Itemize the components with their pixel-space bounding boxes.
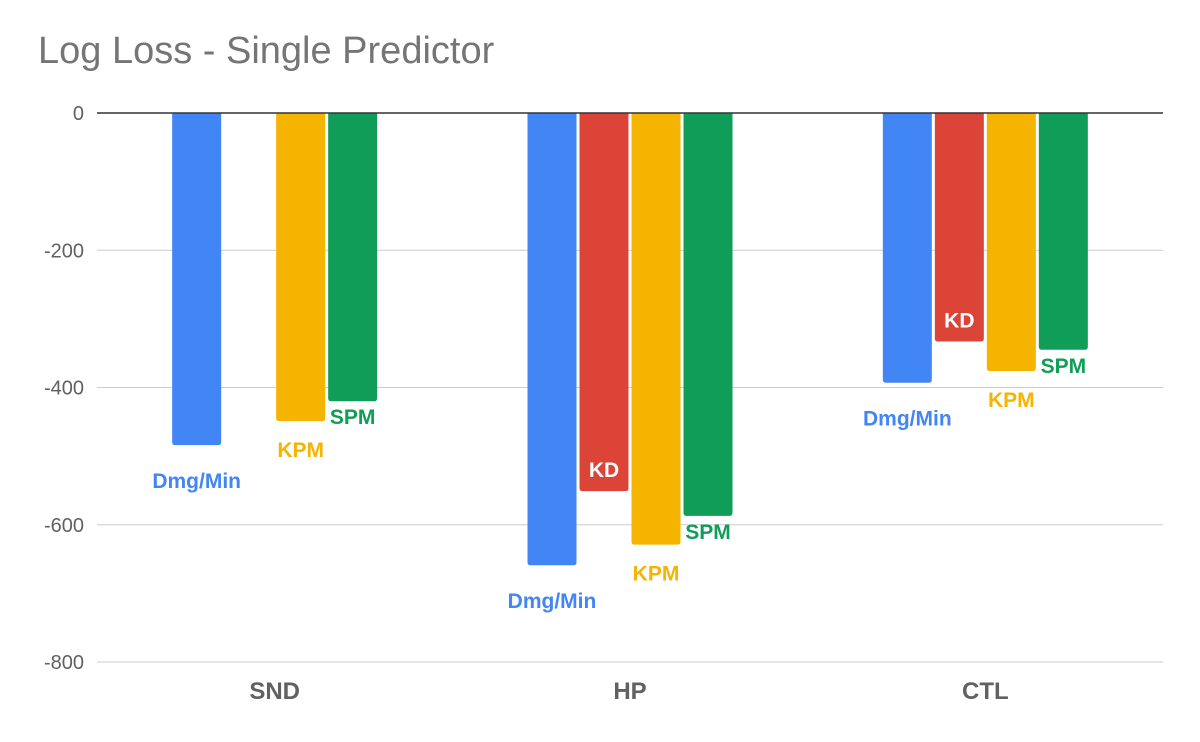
bar-hp-spm xyxy=(683,113,733,516)
bar-snd-dmgmin xyxy=(172,113,222,446)
bar-series-label: Dmg/Min xyxy=(863,408,952,431)
bar-hp-kpm xyxy=(631,113,681,545)
y-tick-label: -400 xyxy=(44,378,84,400)
bar-ctl-kpm xyxy=(986,113,1036,372)
chart-title: Log Loss - Single Predictor xyxy=(38,30,495,72)
bar-hp-kd xyxy=(579,113,629,492)
x-category-label: CTL xyxy=(962,678,1009,705)
bar-series-label: KPM xyxy=(277,439,324,462)
bar-snd-spm xyxy=(328,113,378,402)
bar-snd-kpm xyxy=(276,113,326,422)
bar-ctl-spm xyxy=(1038,113,1088,350)
bar-series-label: Dmg/Min xyxy=(508,590,597,613)
bar-series-label: KPM xyxy=(988,389,1035,412)
y-tick-label: -800 xyxy=(44,652,84,674)
bar-series-label: KD xyxy=(589,459,619,482)
bar-series-label: KPM xyxy=(633,563,680,586)
bar-series-label: Dmg/Min xyxy=(152,470,241,493)
bar-series-label: KD xyxy=(944,310,974,333)
y-tick-label: -200 xyxy=(44,240,84,262)
bar-series-label: SPM xyxy=(1041,355,1087,378)
x-category-label: SND xyxy=(249,678,300,705)
bar-hp-dmgmin xyxy=(527,113,577,566)
bar-ctl-kd xyxy=(934,113,984,342)
y-tick-label: -600 xyxy=(44,515,84,537)
bar-ctl-dmgmin xyxy=(882,113,932,383)
y-tick-label: 0 xyxy=(73,103,84,125)
x-category-label: HP xyxy=(613,678,646,705)
bar-series-label: SPM xyxy=(330,406,376,429)
bar-series-label: SPM xyxy=(685,521,731,544)
